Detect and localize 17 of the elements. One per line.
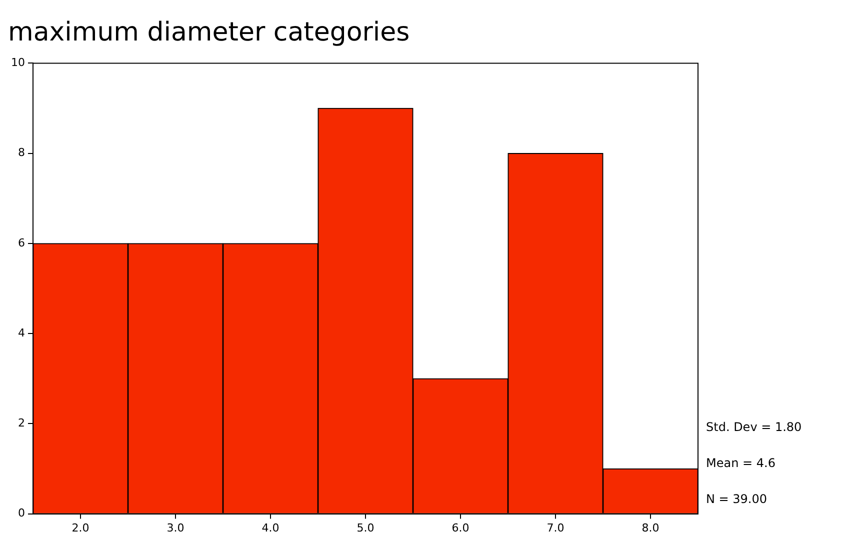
y-tick-label: 10 (10, 56, 25, 70)
text: Std. Dev = 1.80 (706, 420, 802, 434)
x-tick-label: 2.0 (72, 521, 90, 534)
y-tick-label: 6 (18, 236, 25, 250)
x-tick-label: 3.0 (166, 521, 184, 534)
x-tick-label: 6.0 (452, 521, 470, 534)
x-tick-label: 5.0 (356, 521, 374, 534)
x-tick-label: 4.0 (262, 521, 280, 534)
chart-title: maximum diameter categories (8, 17, 410, 48)
y-tick-label: 0 (18, 506, 25, 520)
x-tick-label: 8.0 (642, 521, 660, 534)
x-tick-label: 7.0 (546, 521, 564, 534)
y-tick-label: 8 (18, 146, 25, 160)
text: Mean = 4.6 (706, 456, 776, 470)
y-tick-label: 2 (18, 416, 25, 430)
y-tick-label: 4 (18, 326, 25, 340)
text: N = 39.00 (706, 492, 768, 506)
